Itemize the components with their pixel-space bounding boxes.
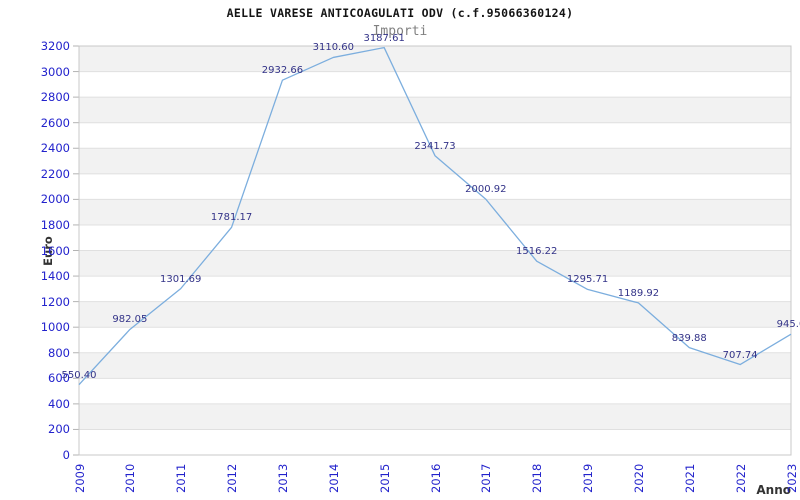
y-tick-label: 2200 bbox=[40, 166, 70, 181]
x-tick-label: 2012 bbox=[225, 463, 240, 493]
x-tick-label: 2017 bbox=[479, 463, 494, 493]
grid-band bbox=[79, 403, 791, 430]
data-point-label: 1189.92 bbox=[617, 287, 660, 299]
x-tick-label: 2019 bbox=[581, 463, 596, 493]
y-tick-label: 2000 bbox=[40, 192, 70, 207]
x-tick-label: 2010 bbox=[123, 463, 138, 493]
x-tick-label: 2023 bbox=[784, 463, 799, 493]
y-tick-label: 200 bbox=[48, 422, 70, 437]
x-tick-label: 2016 bbox=[428, 463, 443, 493]
y-tick-label: 3200 bbox=[40, 39, 70, 53]
grid-band bbox=[79, 301, 791, 328]
y-tick-label: 2800 bbox=[40, 90, 70, 105]
data-point-label: 1781.17 bbox=[210, 212, 253, 224]
data-line bbox=[78, 46, 792, 386]
y-tick-label: 1800 bbox=[40, 217, 70, 232]
y-tick-label: 400 bbox=[48, 396, 70, 411]
plot-border bbox=[78, 45, 792, 456]
data-point-label: 839.88 bbox=[671, 332, 707, 344]
data-point-label: 550.40 bbox=[61, 369, 97, 381]
data-point-label: 1301.69 bbox=[160, 273, 202, 285]
y-tick-label: 3000 bbox=[40, 64, 70, 79]
grid-band bbox=[79, 46, 791, 72]
x-tick-label: 2021 bbox=[682, 463, 697, 493]
data-point-label: 945.0 bbox=[776, 319, 800, 331]
x-tick-label: 2022 bbox=[733, 463, 748, 493]
grid-band bbox=[79, 148, 791, 174]
x-tick-label: 2009 bbox=[72, 463, 87, 493]
grid-band bbox=[79, 250, 791, 277]
data-point-label: 3187.61 bbox=[363, 32, 405, 44]
x-tick-label: 2011 bbox=[174, 463, 189, 493]
data-point-label: 2000.92 bbox=[465, 184, 507, 196]
y-tick-label: 0 bbox=[62, 448, 70, 462]
y-tick-label: 2600 bbox=[40, 115, 70, 130]
data-point-label: 1295.71 bbox=[566, 274, 609, 286]
data-point-label: 982.05 bbox=[112, 314, 148, 326]
grid-band bbox=[79, 199, 791, 225]
x-tick-label: 2014 bbox=[326, 463, 341, 493]
x-tick-label: 2013 bbox=[275, 463, 290, 493]
x-tick-label: 2018 bbox=[530, 463, 545, 493]
data-point-label: 1516.22 bbox=[516, 246, 558, 258]
x-tick-label: 2020 bbox=[631, 463, 646, 493]
data-point-label: 2932.66 bbox=[261, 65, 304, 77]
y-tick-label: 2400 bbox=[40, 141, 70, 156]
grid-band bbox=[79, 352, 791, 379]
chart-subtitle: Importi bbox=[372, 24, 428, 39]
y-tick-label: 1000 bbox=[40, 320, 70, 335]
grid-band bbox=[79, 97, 791, 123]
y-tick-label: 1400 bbox=[40, 269, 70, 284]
data-point-label: 3110.60 bbox=[312, 42, 354, 54]
chart-title: AELLE VARESE ANTICOAGULATI ODV (c.f.9506… bbox=[226, 6, 574, 20]
x-axis-title: Anno bbox=[756, 483, 791, 497]
data-point-label: 707.74 bbox=[722, 349, 758, 361]
x-tick-label: 2015 bbox=[377, 463, 392, 493]
data-point-label: 2341.73 bbox=[414, 140, 456, 152]
y-tick-label: 800 bbox=[48, 345, 70, 360]
y-tick-label: 1600 bbox=[40, 243, 70, 258]
y-tick-label: 600 bbox=[48, 371, 70, 386]
y-tick-label: 1200 bbox=[40, 294, 70, 309]
